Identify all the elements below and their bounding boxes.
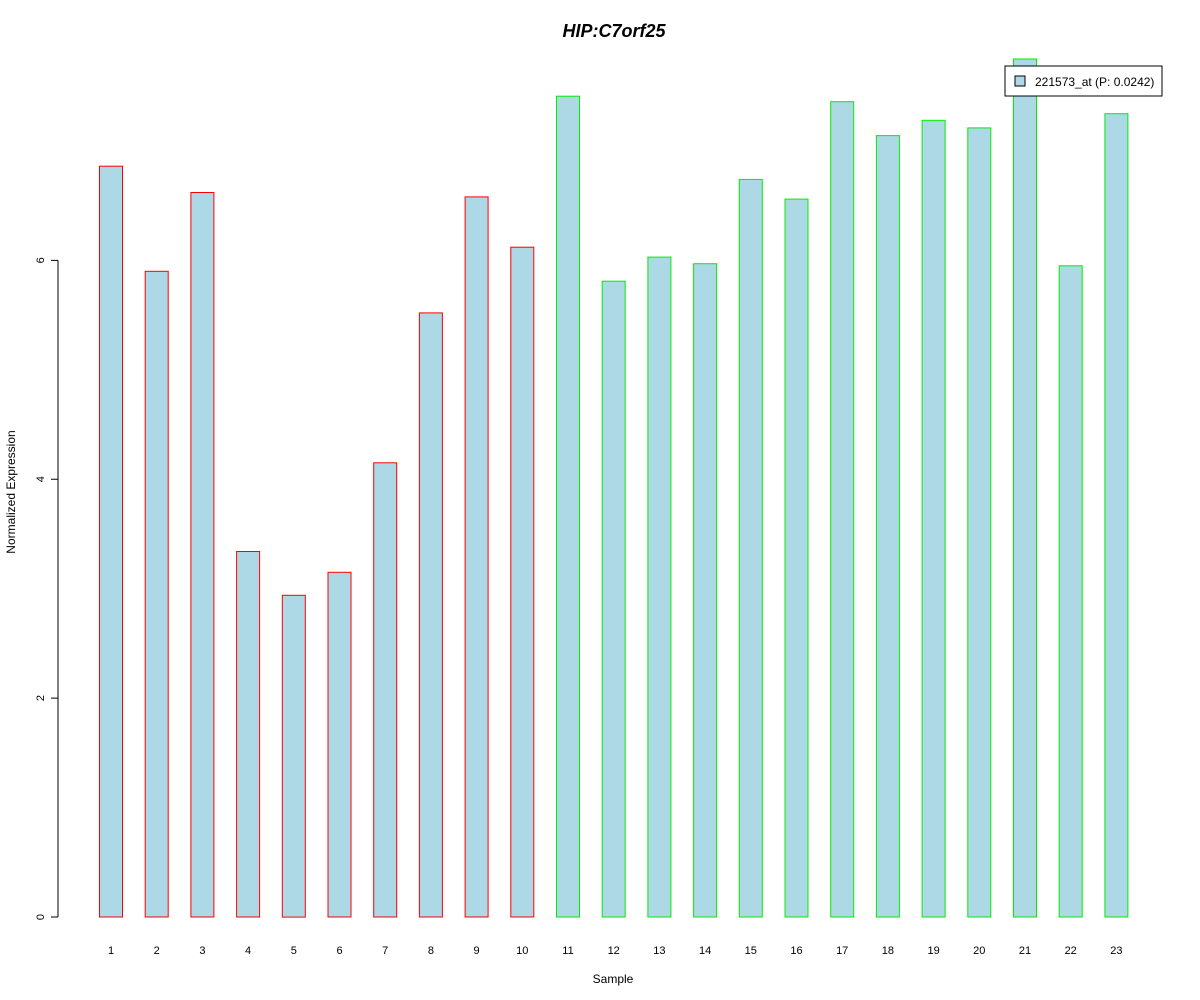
bar — [830, 101, 855, 918]
x-tick-label: 12 — [608, 945, 620, 957]
x-axis-label: Sample — [593, 972, 634, 986]
bar — [373, 462, 398, 918]
x-tick-label: 10 — [516, 945, 528, 957]
x-axis-tick-labels: 1 2 3 4 5 6 7 8 9 10 11 12 13 14 15 16 17 18 19 20 21 22 23 — [108, 945, 1123, 957]
bar — [144, 270, 169, 918]
bar — [921, 119, 946, 918]
bar — [738, 178, 763, 918]
x-tick-label: 23 — [1110, 945, 1122, 957]
x-tick-label: 11 — [562, 945, 573, 957]
y-axis-label: Normalized Expression — [4, 430, 18, 553]
x-tick-label: 5 — [291, 945, 297, 957]
y-tick-label: 0 — [35, 914, 47, 920]
x-tick-label: 18 — [882, 945, 894, 957]
x-tick-label: 13 — [653, 945, 665, 957]
x-tick-label: 3 — [199, 945, 205, 957]
x-tick-label: 20 — [973, 945, 985, 957]
bar — [236, 551, 261, 918]
x-tick-label: 6 — [336, 945, 342, 957]
x-tick-label: 15 — [745, 945, 757, 957]
bar — [647, 256, 672, 918]
bar — [693, 263, 718, 918]
x-tick-label: 1 — [108, 945, 114, 957]
x-tick-label: 19 — [927, 945, 939, 957]
y-axis: 0 2 4 6 — [35, 257, 59, 920]
x-tick-label: 9 — [474, 945, 480, 957]
x-tick-label: 14 — [699, 945, 711, 957]
x-tick-label: 4 — [245, 945, 251, 957]
y-tick-label: 4 — [35, 476, 47, 482]
chart-title: HIP:C7orf25 — [562, 21, 666, 41]
x-tick-label: 22 — [1065, 945, 1077, 957]
bar — [327, 571, 352, 918]
bar — [556, 95, 580, 918]
legend-swatch — [1014, 75, 1026, 87]
legend-entry: 221573_at (P: 0.0242) — [1035, 75, 1154, 89]
x-tick-label: 21 — [1019, 945, 1031, 957]
bar — [418, 312, 443, 918]
bar — [601, 280, 626, 918]
bars — [99, 58, 1129, 918]
x-tick-label: 16 — [790, 945, 802, 957]
bar — [1013, 58, 1037, 918]
bar — [967, 127, 992, 918]
x-tick-label: 7 — [382, 945, 388, 957]
bar — [784, 198, 809, 918]
x-tick-label: 2 — [154, 945, 160, 957]
bar — [281, 594, 306, 918]
y-tick-label: 6 — [35, 257, 47, 263]
bar — [464, 196, 489, 918]
bar — [510, 246, 535, 918]
x-tick-label: 8 — [428, 945, 434, 957]
x-tick-label: 17 — [836, 945, 848, 957]
y-tick-label: 2 — [35, 695, 47, 701]
bar — [875, 135, 900, 918]
legend: 221573_at (P: 0.0242) — [1004, 65, 1163, 97]
bar — [190, 192, 215, 918]
bar — [1058, 265, 1083, 918]
bar — [1104, 113, 1129, 918]
legend-box — [1004, 65, 1163, 97]
bar — [99, 165, 123, 918]
